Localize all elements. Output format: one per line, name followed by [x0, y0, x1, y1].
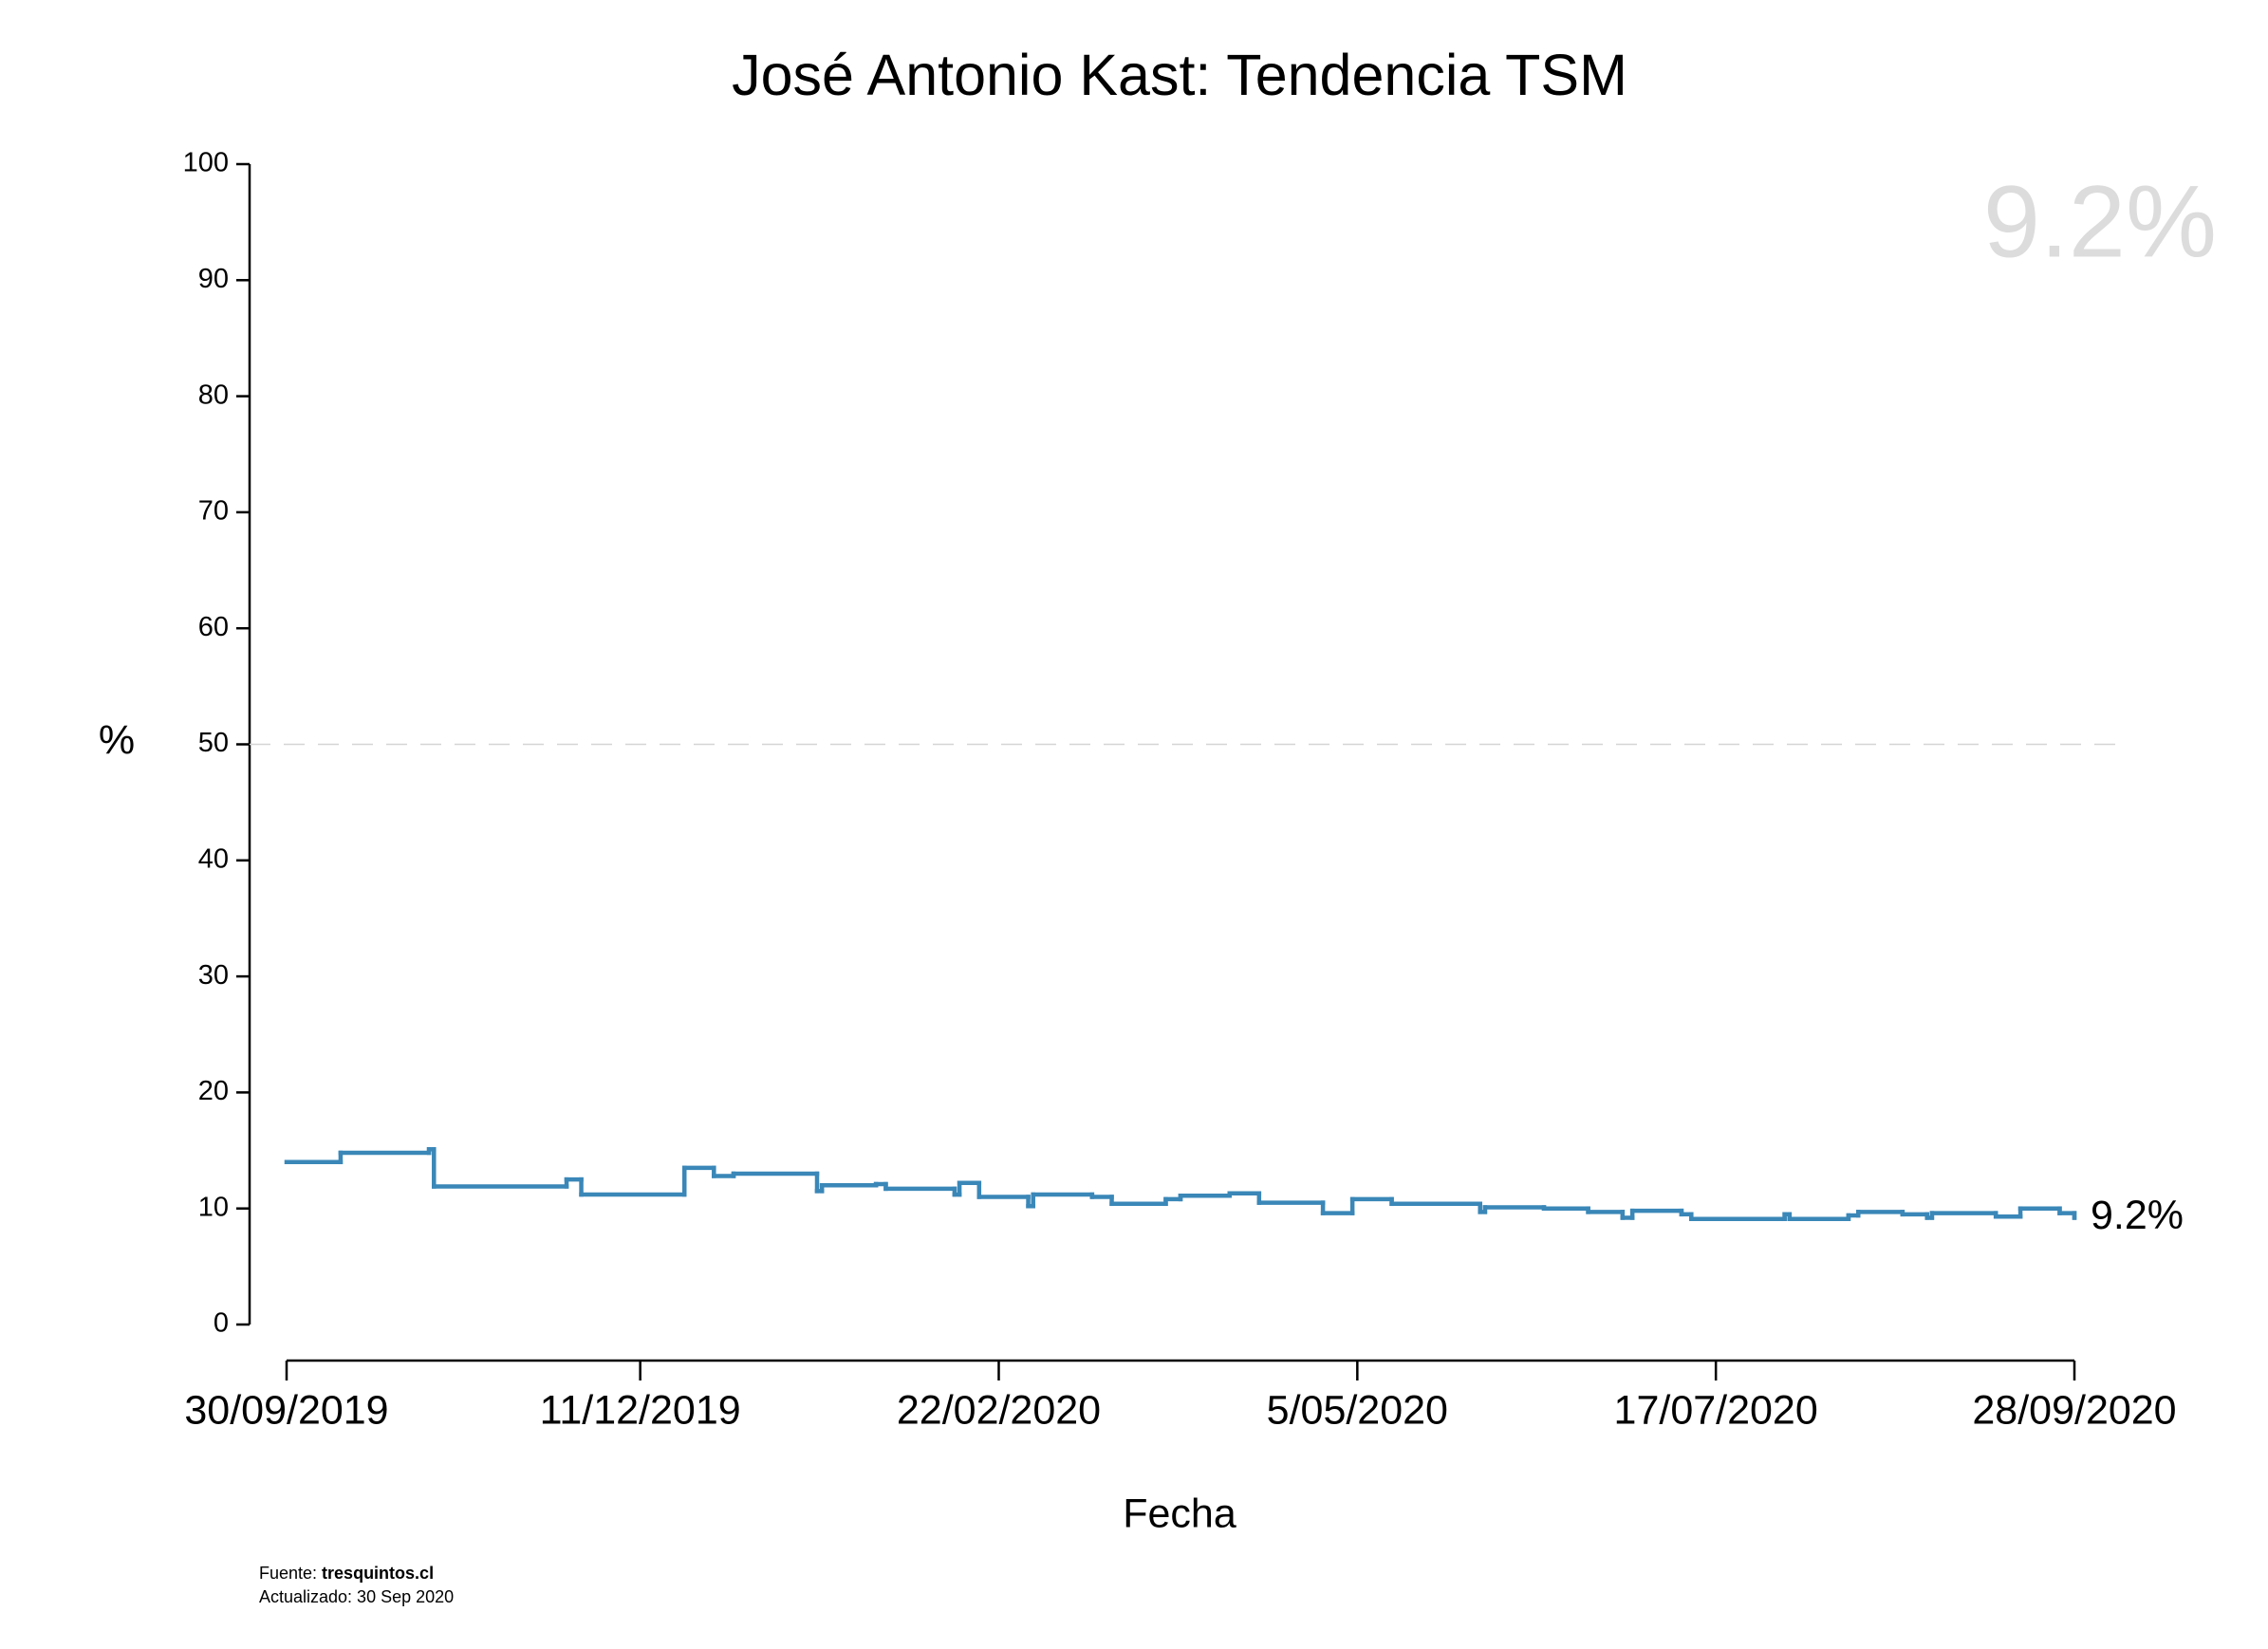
y-tick-label: 20	[198, 1076, 229, 1106]
y-axis-label: %	[99, 717, 135, 763]
chart-title: José Antonio Kast: Tendencia TSM	[732, 43, 1627, 107]
y-tick-label: 0	[214, 1308, 229, 1339]
watermark-label: 9.2%	[1983, 164, 2217, 279]
y-tick-label: 40	[198, 843, 229, 874]
source-name: tresquintos.cl	[322, 1564, 434, 1583]
source-prefix: Fuente:	[259, 1564, 322, 1583]
updated-note: Actualizado: 30 Sep 2020	[259, 1587, 454, 1606]
source: Fuente: tresquintos.cl	[259, 1564, 434, 1583]
x-axis-label: Fecha	[1123, 1491, 1236, 1536]
x-tick-label: 5/05/2020	[1267, 1387, 1448, 1433]
current-label: 9.2%	[2091, 1193, 2184, 1238]
x-tick-label: 17/07/2020	[1614, 1387, 1818, 1433]
y-tick-label: 30	[198, 960, 229, 991]
y-tick-label: 60	[198, 612, 229, 642]
x-tick-label: 28/09/2020	[1972, 1387, 2176, 1433]
y-tick-label: 80	[198, 380, 229, 410]
y-tick-label: 100	[183, 148, 229, 178]
y-tick-label: 50	[198, 728, 229, 758]
x-tick-label: 22/02/2020	[897, 1387, 1101, 1433]
x-tick-label: 11/12/2019	[540, 1387, 741, 1433]
y-tick-label: 70	[198, 496, 229, 527]
y-tick-label: 90	[198, 264, 229, 294]
y-tick-label: 10	[198, 1192, 229, 1222]
x-tick-label: 30/09/2019	[184, 1387, 388, 1433]
